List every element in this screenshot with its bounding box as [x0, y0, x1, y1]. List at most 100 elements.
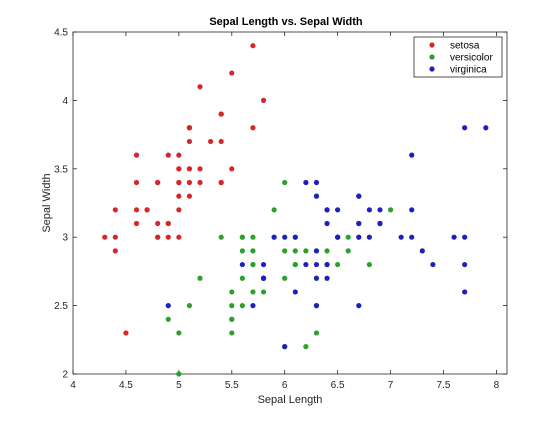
data-point-virginica — [271, 234, 277, 240]
x-tick-label: 7.5 — [437, 380, 451, 391]
data-point-versicolor — [387, 207, 394, 213]
data-point-setosa — [155, 234, 161, 240]
data-point-virginica — [303, 179, 309, 186]
y-tick-label: 4.5 — [54, 28, 68, 39]
data-point-versicolor — [165, 316, 171, 322]
data-point-setosa — [218, 138, 224, 145]
data-point-virginica — [462, 289, 468, 295]
data-point-setosa — [133, 220, 140, 227]
data-point-setosa — [197, 179, 203, 186]
x-tick-label: 4.5 — [119, 380, 133, 391]
data-point-virginica — [303, 261, 309, 268]
legend-label-setosa: setosa — [450, 41, 480, 52]
data-point-versicolor — [239, 275, 245, 281]
x-tick-label: 6 — [282, 380, 288, 391]
data-point-virginica — [419, 248, 425, 254]
x-tick-label: 7 — [388, 380, 394, 391]
data-point-setosa — [208, 138, 214, 145]
axes-box — [72, 31, 508, 375]
data-point-versicolor — [239, 234, 245, 240]
data-point-setosa — [176, 193, 182, 199]
data-point-versicolor — [324, 248, 330, 254]
data-point-virginica — [462, 261, 468, 268]
legend-label-virginica: virginica — [450, 65, 487, 76]
series-setosa — [102, 43, 267, 336]
data-point-versicolor — [229, 303, 235, 309]
data-point-versicolor — [303, 248, 309, 254]
data-point-versicolor — [250, 289, 256, 295]
data-point-virginica — [165, 303, 171, 309]
data-point-virginica — [292, 289, 298, 295]
data-point-setosa — [229, 70, 235, 76]
data-point-virginica — [451, 234, 457, 240]
data-point-versicolor — [197, 275, 203, 281]
data-point-virginica — [324, 275, 330, 281]
legend-marker-virginica — [429, 66, 435, 72]
data-point-virginica — [324, 207, 330, 213]
data-point-setosa — [229, 166, 235, 172]
data-point-versicolor — [250, 261, 256, 268]
data-point-virginica — [409, 234, 415, 240]
data-point-setosa — [165, 220, 171, 227]
data-point-virginica — [356, 220, 362, 227]
data-point-versicolor — [303, 344, 309, 350]
data-point-virginica — [335, 207, 341, 213]
data-point-versicolor — [292, 248, 298, 254]
data-point-versicolor — [260, 289, 267, 295]
data-point-setosa — [165, 234, 171, 240]
data-point-virginica — [324, 220, 330, 227]
data-point-versicolor — [239, 303, 245, 309]
y-axis: 2 2.5 3 3.5 4 4.5 — [54, 28, 507, 381]
data-point-setosa — [176, 152, 182, 158]
data-point-virginica — [430, 261, 436, 268]
data-point-versicolor — [292, 261, 298, 268]
data-point-setosa — [133, 152, 140, 158]
data-point-versicolor — [271, 207, 277, 213]
data-point-virginica — [324, 261, 330, 268]
data-point-virginica — [313, 261, 320, 268]
data-point-setosa — [186, 125, 193, 131]
data-point-setosa — [123, 330, 129, 336]
data-point-virginica — [313, 179, 320, 186]
data-point-virginica — [313, 303, 320, 309]
data-point-setosa — [186, 179, 193, 186]
x-tick-label: 8 — [494, 380, 500, 391]
data-point-setosa — [144, 207, 150, 213]
data-point-versicolor — [229, 289, 235, 295]
data-point-virginica — [377, 207, 383, 213]
data-point-virginica — [335, 234, 341, 240]
y-tick-label: 4 — [62, 96, 68, 107]
data-point-versicolor — [229, 330, 235, 336]
data-point-virginica — [483, 125, 489, 131]
data-point-setosa — [133, 207, 140, 213]
data-point-versicolor — [345, 248, 351, 254]
data-point-setosa — [250, 125, 256, 131]
data-point-setosa — [133, 179, 140, 186]
data-points — [102, 43, 489, 377]
data-point-virginica — [292, 234, 298, 240]
data-point-versicolor — [229, 316, 235, 322]
x-axis-label: Sepal Length — [258, 394, 323, 406]
data-point-setosa — [102, 234, 108, 240]
data-point-virginica — [239, 261, 245, 268]
data-point-versicolor — [239, 248, 245, 254]
data-point-setosa — [250, 43, 256, 49]
data-point-versicolor — [218, 234, 224, 240]
data-point-virginica — [356, 303, 362, 309]
legend-box — [413, 36, 503, 78]
x-tick-label: 5 — [176, 380, 182, 391]
data-point-setosa — [197, 84, 203, 90]
data-point-setosa — [218, 111, 224, 117]
data-point-virginica — [409, 207, 415, 213]
data-point-setosa — [186, 193, 193, 199]
data-point-virginica — [313, 193, 320, 199]
data-point-virginica — [462, 125, 468, 131]
plot-area: 4 4.5 5 5.5 6 6.5 7 7.5 8 2 2.5 3 3.5 4 4.5 — [54, 28, 508, 391]
data-point-setosa — [112, 207, 118, 213]
legend-marker-setosa — [429, 42, 435, 48]
data-point-versicolor — [250, 248, 256, 254]
y-tick-label: 2 — [62, 370, 68, 381]
legend-marker-versicolor — [429, 54, 435, 60]
data-point-virginica — [462, 234, 468, 240]
data-point-setosa — [186, 138, 193, 145]
